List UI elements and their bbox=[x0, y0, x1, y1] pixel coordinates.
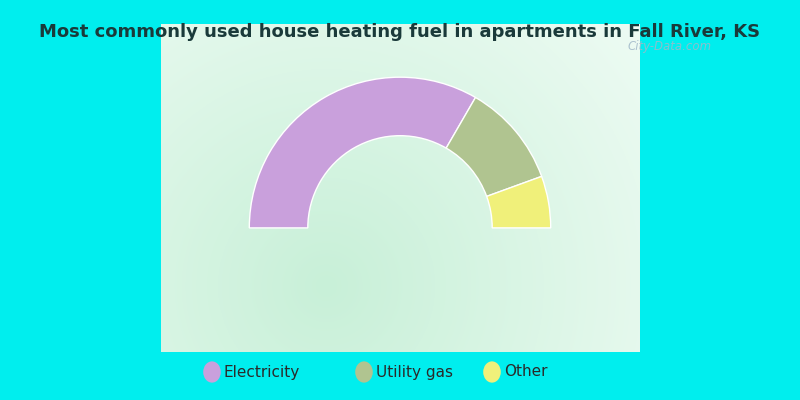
Ellipse shape bbox=[483, 361, 501, 383]
Ellipse shape bbox=[355, 361, 373, 383]
Wedge shape bbox=[250, 77, 475, 228]
Text: Electricity: Electricity bbox=[224, 364, 300, 380]
Text: Most commonly used house heating fuel in apartments in Fall River, KS: Most commonly used house heating fuel in… bbox=[39, 23, 761, 41]
Text: Other: Other bbox=[504, 364, 547, 380]
Wedge shape bbox=[486, 176, 550, 228]
Text: City-Data.com: City-Data.com bbox=[627, 40, 711, 54]
Ellipse shape bbox=[203, 361, 221, 383]
Wedge shape bbox=[446, 98, 542, 196]
Text: Utility gas: Utility gas bbox=[376, 364, 453, 380]
